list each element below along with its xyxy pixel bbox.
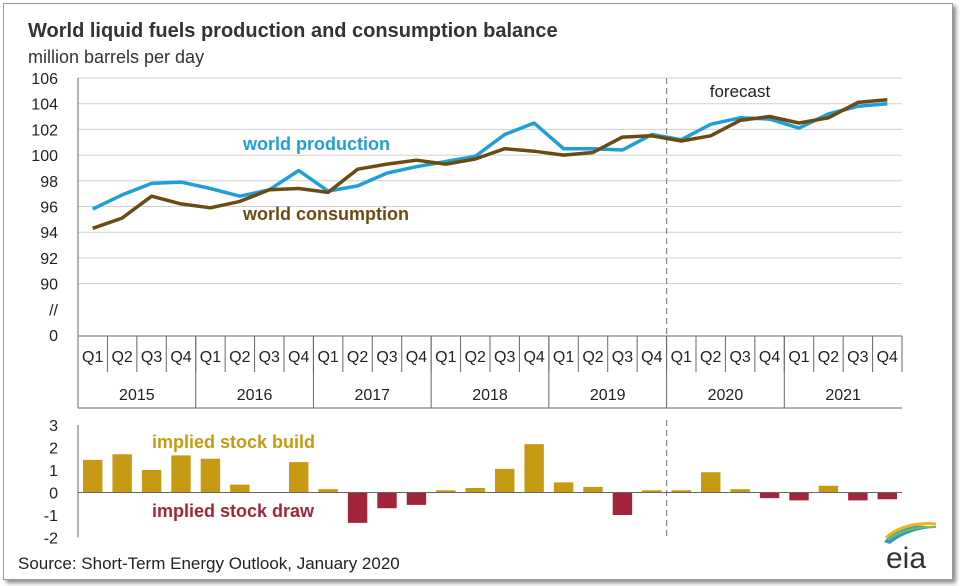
quarter-label: Q1 [200, 349, 221, 366]
quarter-label: Q2 [700, 349, 721, 366]
y-tick-label: 92 [40, 251, 58, 268]
quarter-label: Q4 [641, 349, 662, 366]
quarter-label: Q4 [288, 349, 309, 366]
quarter-label: Q1 [553, 349, 574, 366]
forecast-label: forecast [710, 82, 771, 101]
bar-y-tick-label: 2 [49, 441, 58, 458]
stock-bar [347, 492, 368, 523]
stock-bar [671, 490, 691, 493]
quarter-label: Q2 [465, 349, 486, 366]
production-line [91, 101, 888, 211]
consumption-line [92, 98, 888, 230]
y-tick-label: 94 [40, 225, 58, 242]
source-note: Source: Short-Term Energy Outlook, Janua… [18, 554, 400, 573]
quarter-label: Q1 [435, 349, 456, 366]
quarter-label: Q3 [494, 349, 515, 366]
quarter-label: Q3 [141, 349, 162, 366]
stock-bar [524, 444, 544, 493]
year-label: 2015 [119, 387, 155, 404]
stock-bar [642, 490, 662, 493]
stock-bar [877, 492, 897, 500]
stock-bar [230, 484, 250, 493]
quarter-label: Q4 [877, 349, 898, 366]
stock-bar [171, 455, 191, 493]
stock-bar [200, 458, 221, 493]
quarter-label: Q2 [229, 349, 250, 366]
stock-bar [436, 490, 456, 493]
stock-build-label: implied stock build [152, 432, 315, 452]
eia-logo-icon: eia [884, 522, 937, 572]
chart-frame: World liquid fuels production and consum… [3, 3, 953, 580]
quarter-label: Q3 [259, 349, 280, 366]
y-tick-label: 96 [40, 200, 58, 217]
quarter-label: Q2 [818, 349, 839, 366]
quarter-label: Q1 [788, 349, 809, 366]
stock-bar [789, 492, 809, 501]
year-label: 2019 [590, 387, 626, 404]
quarter-label: Q4 [406, 349, 427, 366]
chart-title: World liquid fuels production and consum… [28, 20, 558, 42]
y-tick-label: 102 [31, 122, 58, 139]
quarter-label: Q3 [729, 349, 750, 366]
y-tick-label: 106 [31, 71, 58, 88]
y-tick-label: 98 [40, 174, 58, 191]
svg-text:eia: eia [886, 542, 926, 572]
bar-y-tick-label: -1 [44, 508, 58, 525]
stock-bar [112, 454, 132, 493]
stock-bar [318, 489, 338, 493]
bar-y-tick-label: 1 [49, 463, 58, 480]
stock-bar [701, 472, 721, 493]
production-series-label: world production [242, 134, 390, 154]
stock-bar [289, 462, 309, 493]
quarter-label: Q3 [376, 349, 397, 366]
stock-bar [83, 459, 103, 493]
stock-bar [465, 488, 485, 493]
year-label: 2021 [825, 387, 861, 404]
stock-bar [495, 468, 515, 493]
year-label: 2016 [237, 387, 273, 404]
bar-y-tick-label: -2 [44, 531, 58, 548]
y-tick-label: 100 [31, 148, 58, 165]
stock-bar [730, 489, 750, 493]
quarter-label: Q2 [582, 349, 603, 366]
y-tick-label: 0 [49, 328, 58, 345]
stock-bar [848, 492, 868, 501]
bar-y-tick-label: 0 [49, 486, 58, 503]
stock-bar [141, 470, 162, 493]
quarter-label: Q4 [170, 349, 191, 366]
stock-bar [583, 486, 603, 493]
quarter-label: Q3 [847, 349, 868, 366]
year-label: 2017 [354, 387, 390, 404]
stock-bar [377, 492, 397, 509]
quarter-label: Q1 [317, 349, 338, 366]
quarter-label: Q4 [523, 349, 544, 366]
bar-y-tick-label: 3 [49, 418, 58, 435]
consumption-series-label: world consumption [242, 204, 409, 224]
y-tick-label: 104 [31, 97, 58, 114]
y-tick-label: // [49, 302, 58, 319]
year-label: 2020 [708, 387, 744, 404]
stock-bar [406, 492, 427, 505]
quarter-label: Q4 [759, 349, 780, 366]
stock-draw-label: implied stock draw [152, 501, 315, 521]
quarter-label: Q1 [82, 349, 103, 366]
y-tick-label: 90 [40, 277, 58, 294]
year-label: 2018 [472, 387, 508, 404]
stock-bar [553, 482, 574, 493]
quarter-label: Q1 [671, 349, 692, 366]
quarter-label: Q2 [111, 349, 132, 366]
stock-bar [612, 492, 633, 515]
quarter-label: Q3 [612, 349, 633, 366]
stock-bar [818, 485, 839, 493]
quarter-label: Q2 [347, 349, 368, 366]
stock-bar [759, 492, 780, 499]
chart-subtitle: million barrels per day [28, 47, 205, 67]
